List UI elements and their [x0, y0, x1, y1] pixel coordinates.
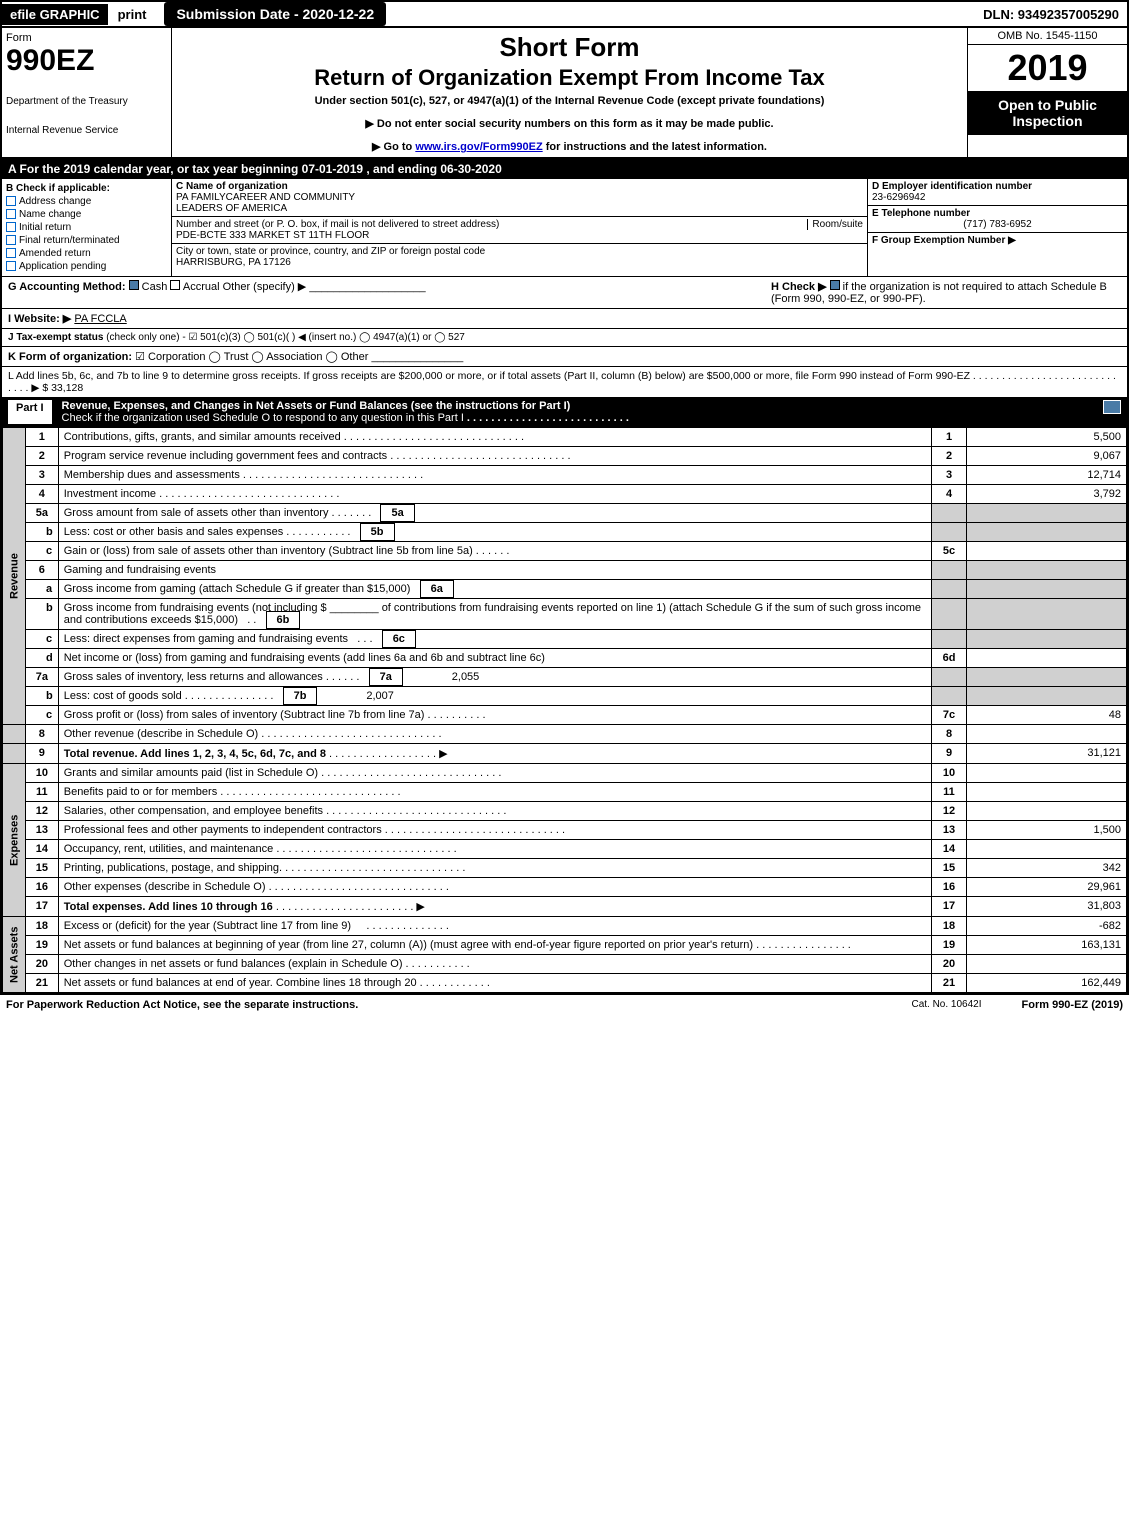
- part-1-checkbox[interactable]: [1103, 400, 1121, 414]
- addr-label: Number and street (or P. O. box, if mail…: [176, 219, 499, 230]
- open-public-inspection: Open to Public Inspection: [968, 91, 1127, 135]
- part-1-check-text: Check if the organization used Schedule …: [62, 412, 464, 424]
- website-value: PA FCCLA: [74, 313, 126, 325]
- top-bar: efile GRAPHIC print Submission Date - 20…: [2, 2, 1127, 28]
- section-f-label: F Group Exemption Number ▶: [872, 235, 1016, 246]
- street-address: PDE-BCTE 333 MARKET ST 11TH FLOOR: [176, 230, 369, 241]
- dept-irs: Internal Revenue Service: [6, 125, 167, 136]
- instructions-note: ▶ Go to www.irs.gov/Form990EZ for instru…: [182, 140, 957, 153]
- part-1-table: Revenue 1Contributions, gifts, grants, a…: [2, 427, 1127, 993]
- check-schedule-b[interactable]: [830, 280, 840, 290]
- check-cash[interactable]: [129, 280, 139, 290]
- ein-value: 23-6296942: [872, 192, 925, 203]
- note2-post: for instructions and the latest informat…: [543, 141, 767, 153]
- expenses-label: Expenses: [3, 764, 26, 917]
- section-i: I Website: ▶ PA FCCLA: [2, 309, 1127, 329]
- part-1-header: Part I Revenue, Expenses, and Changes in…: [2, 397, 1127, 427]
- tax-year: 2019: [968, 45, 1127, 91]
- org-name-1: PA FAMILYCAREER AND COMMUNITY: [176, 192, 355, 203]
- revenue-label: Revenue: [3, 428, 26, 725]
- under-section-text: Under section 501(c), 527, or 4947(a)(1)…: [182, 95, 957, 107]
- dept-treasury: Department of the Treasury: [6, 96, 167, 107]
- org-name-2: LEADERS OF AMERICA: [176, 203, 287, 214]
- section-g: G Accounting Method: Cash Accrual Other …: [8, 280, 771, 305]
- short-form-title: Short Form: [182, 32, 957, 63]
- phone-value: (717) 783-6952: [872, 219, 1123, 230]
- note2-pre: ▶ Go to: [372, 141, 415, 153]
- check-final-return[interactable]: Final return/terminated: [6, 235, 167, 246]
- check-amended-return[interactable]: Amended return: [6, 248, 167, 259]
- form-number: 990EZ: [6, 44, 167, 78]
- form-title: Return of Organization Exempt From Incom…: [182, 65, 957, 91]
- submission-date-button[interactable]: Submission Date - 2020-12-22: [164, 2, 386, 26]
- check-accrual[interactable]: [170, 280, 180, 290]
- info-block: B Check if applicable: Address change Na…: [2, 179, 1127, 277]
- city-value: HARRISBURG, PA 17126: [176, 257, 291, 268]
- part-1-label: Part I: [8, 400, 52, 424]
- section-c-name-label: C Name of organization: [176, 181, 288, 192]
- cat-number: Cat. No. 10642I: [911, 999, 981, 1011]
- page-footer: For Paperwork Reduction Act Notice, see …: [0, 995, 1129, 1015]
- section-j: J Tax-exempt status (check only one) - ☑…: [2, 329, 1127, 347]
- section-d-label: D Employer identification number: [872, 181, 1032, 192]
- section-e-label: E Telephone number: [872, 208, 970, 219]
- check-initial-return[interactable]: Initial return: [6, 222, 167, 233]
- netassets-label: Net Assets: [3, 917, 26, 993]
- form-version: Form 990-EZ (2019): [1022, 999, 1123, 1011]
- form-word: Form: [6, 32, 167, 44]
- dln-label: DLN: 93492357005290: [975, 4, 1127, 25]
- check-name-change[interactable]: Name change: [6, 209, 167, 220]
- print-button[interactable]: print: [108, 4, 157, 25]
- section-k: K Form of organization: ☑ Corporation ◯ …: [2, 347, 1127, 367]
- part-1-title: Revenue, Expenses, and Changes in Net As…: [62, 400, 571, 412]
- city-label: City or town, state or province, country…: [176, 246, 485, 257]
- efile-label: efile GRAPHIC: [2, 4, 108, 25]
- ssn-warning: ▶ Do not enter social security numbers o…: [182, 117, 957, 130]
- irs-link[interactable]: www.irs.gov/Form990EZ: [415, 141, 542, 153]
- check-address-change[interactable]: Address change: [6, 196, 167, 207]
- omb-number: OMB No. 1545-1150: [968, 28, 1127, 45]
- room-label: Room/suite: [807, 219, 863, 230]
- section-h: H Check ▶ if the organization is not req…: [771, 280, 1121, 305]
- tax-year-row: A For the 2019 calendar year, or tax yea…: [2, 159, 1127, 179]
- check-application-pending[interactable]: Application pending: [6, 261, 167, 272]
- section-b-label: B Check if applicable:: [6, 183, 167, 194]
- paperwork-notice: For Paperwork Reduction Act Notice, see …: [6, 999, 911, 1011]
- section-l: L Add lines 5b, 6c, and 7b to line 9 to …: [2, 367, 1127, 397]
- form-header: Form 990EZ Department of the Treasury In…: [2, 28, 1127, 159]
